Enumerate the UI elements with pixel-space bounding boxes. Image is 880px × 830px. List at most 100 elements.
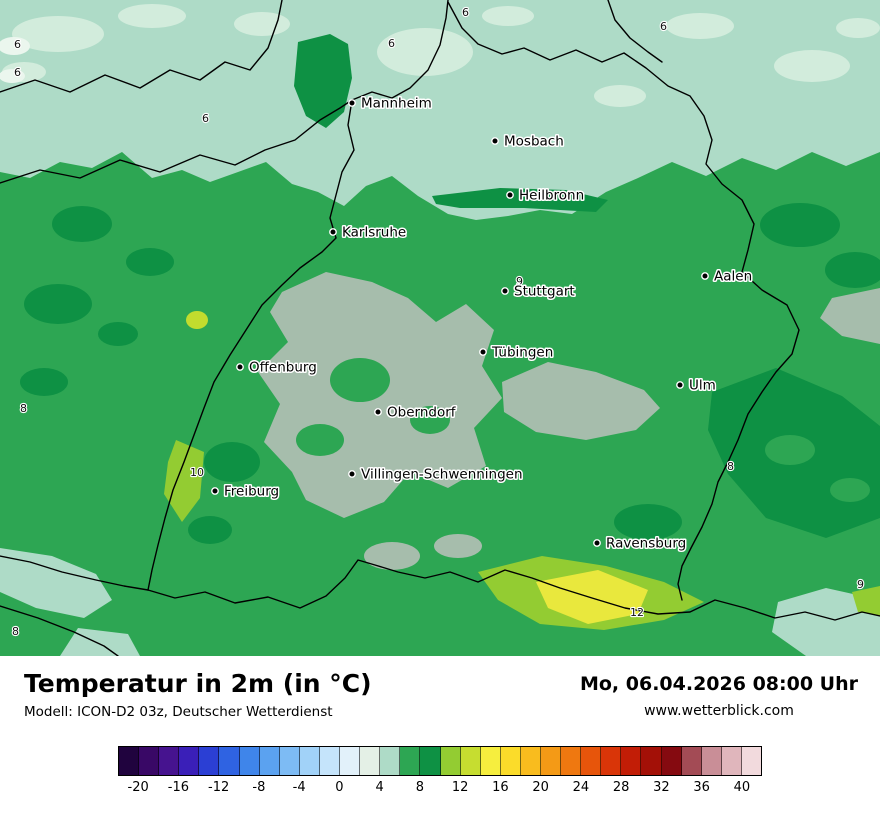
temperature-contour-labels: 6 6 6 6 6 6 9 8 10 8 12 8 9 [11,5,865,639]
legend-tick: 32 [653,779,670,795]
temp-patch [852,586,880,616]
city-label: Freiburg [224,484,279,500]
contour-temp-label: 8 [20,402,27,415]
map-title: Temperatur in 2m (in °C) [24,669,372,698]
legend-tick: -4 [292,779,306,795]
footer: Temperatur in 2m (in °C) Modell: ICON-D2… [0,656,880,830]
city-label: Mannheim [361,96,432,112]
legend-cell [319,746,341,775]
legend-cell [159,746,180,775]
city-label: Offenburg [249,360,317,376]
border-line [147,559,880,621]
temperature-legend: -20 -16 -12 -8 -4 0 4 8 12 16 20 24 28 32 36 40 [118,745,762,800]
border-line [0,605,119,656]
city-marker-dot [506,191,514,199]
temp-patch [502,362,660,440]
legend-cell [139,746,160,775]
legend-cell [520,746,541,775]
temp-patch [294,34,352,128]
legend-cell [119,746,140,775]
city-label: Ulm [689,378,716,394]
temp-patch [188,516,232,544]
legend-cell [701,746,722,775]
legend-cell [581,746,602,775]
temp-patch [118,4,186,28]
city-label: Mosbach [504,134,564,150]
legend-cell [380,746,401,775]
footer-right: Mo, 06.04.2026 08:00 Uhr www.wetterblick… [580,670,858,719]
legend-cell [681,746,702,775]
legend-cell [621,746,642,775]
city-marker-dot [593,539,601,547]
temp-patch [434,534,482,558]
border-line [0,99,353,184]
legend-tick: 0 [335,779,344,795]
city-marker-dot [211,487,219,495]
temp-patch [482,6,534,26]
legend-cell [641,746,662,775]
temp-patch [296,424,344,456]
pale-patches-0-2 [0,37,30,83]
legend-tick: 12 [451,779,469,795]
temp-patch [760,203,840,247]
city-marker-dot [374,408,382,416]
legend-cell [360,746,381,775]
model-info: Modell: ICON-D2 03z, Deutscher Wetterdie… [24,703,333,720]
temp-patch [594,85,646,107]
temp-region-12-14 [536,570,648,624]
city-marker-dot [501,287,509,295]
city-label: Ravensburg [606,536,686,552]
temp-patch [614,504,682,540]
legend-tick: 16 [492,779,509,795]
legend-tick: 8 [415,779,425,795]
city-marker-dot [676,381,684,389]
contour-temp-label: 8 [727,460,734,473]
city-marker-dot [701,272,709,280]
temp-patch [0,37,30,55]
temp-patch [836,18,880,38]
legend-cell [340,746,361,775]
temp-patch-lime [186,311,208,329]
legend-tick: -20 [127,779,149,795]
legend-tick-labels: -20 -16 -12 -8 -4 0 4 8 12 16 20 24 28 32 36 40 [118,780,762,800]
legend-cell [460,746,481,775]
contour-temp-label: 6 [14,66,21,79]
temp-patch [364,542,420,570]
city-label: Heilbronn [519,188,584,204]
city-marker-dot [479,348,487,356]
contour-temp-label: 12 [630,606,644,619]
legend-cell [440,746,461,775]
legend-cell [199,746,220,775]
legend-tick: 40 [733,779,751,795]
legend-cell [561,746,582,775]
temp-patch [825,252,880,288]
temp-patch [234,12,290,36]
temp-patch [0,69,25,83]
contour-temp-label: 10 [190,466,204,479]
temp-patch [830,478,870,502]
legend-tick: 36 [693,779,710,795]
footer-left: Temperatur in 2m (in °C) Modell: ICON-D2… [24,669,372,720]
legend-cell [721,746,742,775]
contour-temp-label: 6 [14,38,21,51]
contour-temp-label: 6 [388,37,395,50]
temp-patch [98,322,138,346]
temp-patch [772,588,880,656]
legend-cell [500,746,521,775]
city-marker-dot [491,137,499,145]
temp-patch [12,16,104,52]
city-label: Aalen [714,269,752,285]
city-marker-dot [329,228,337,236]
map-area: 6 6 6 6 6 6 9 8 10 8 12 8 9 Mannheim Mosbach Heilbronn… [0,0,880,656]
legend-cell [259,746,280,775]
legend-tick: -12 [208,779,230,795]
temp-patch [164,440,204,522]
footer-header-row: Temperatur in 2m (in °C) Modell: ICON-D2… [0,656,880,720]
city-marker-dot [348,99,356,107]
city-label: Karlsruhe [342,225,406,241]
temp-patch [52,206,112,242]
legend-cell [540,746,562,775]
city-markers: Mannheim Mosbach Heilbronn Karlsruhe Stuttga… [211,94,754,553]
legend-cell [179,746,200,775]
